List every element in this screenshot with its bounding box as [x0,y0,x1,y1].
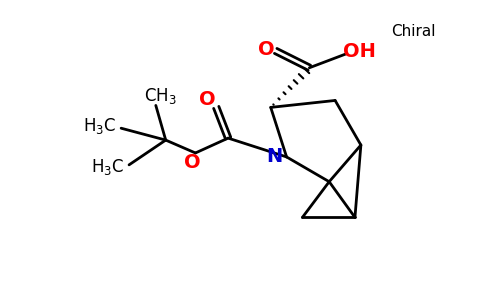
Text: O: O [258,40,275,59]
Text: H$_3$C: H$_3$C [91,157,124,177]
Text: H$_3$C: H$_3$C [83,116,116,136]
Text: Chiral: Chiral [391,24,436,39]
Text: N: N [267,147,283,167]
Text: O: O [184,153,201,172]
Text: OH: OH [344,42,377,62]
Text: O: O [199,90,216,109]
Text: CH$_3$: CH$_3$ [144,85,177,106]
